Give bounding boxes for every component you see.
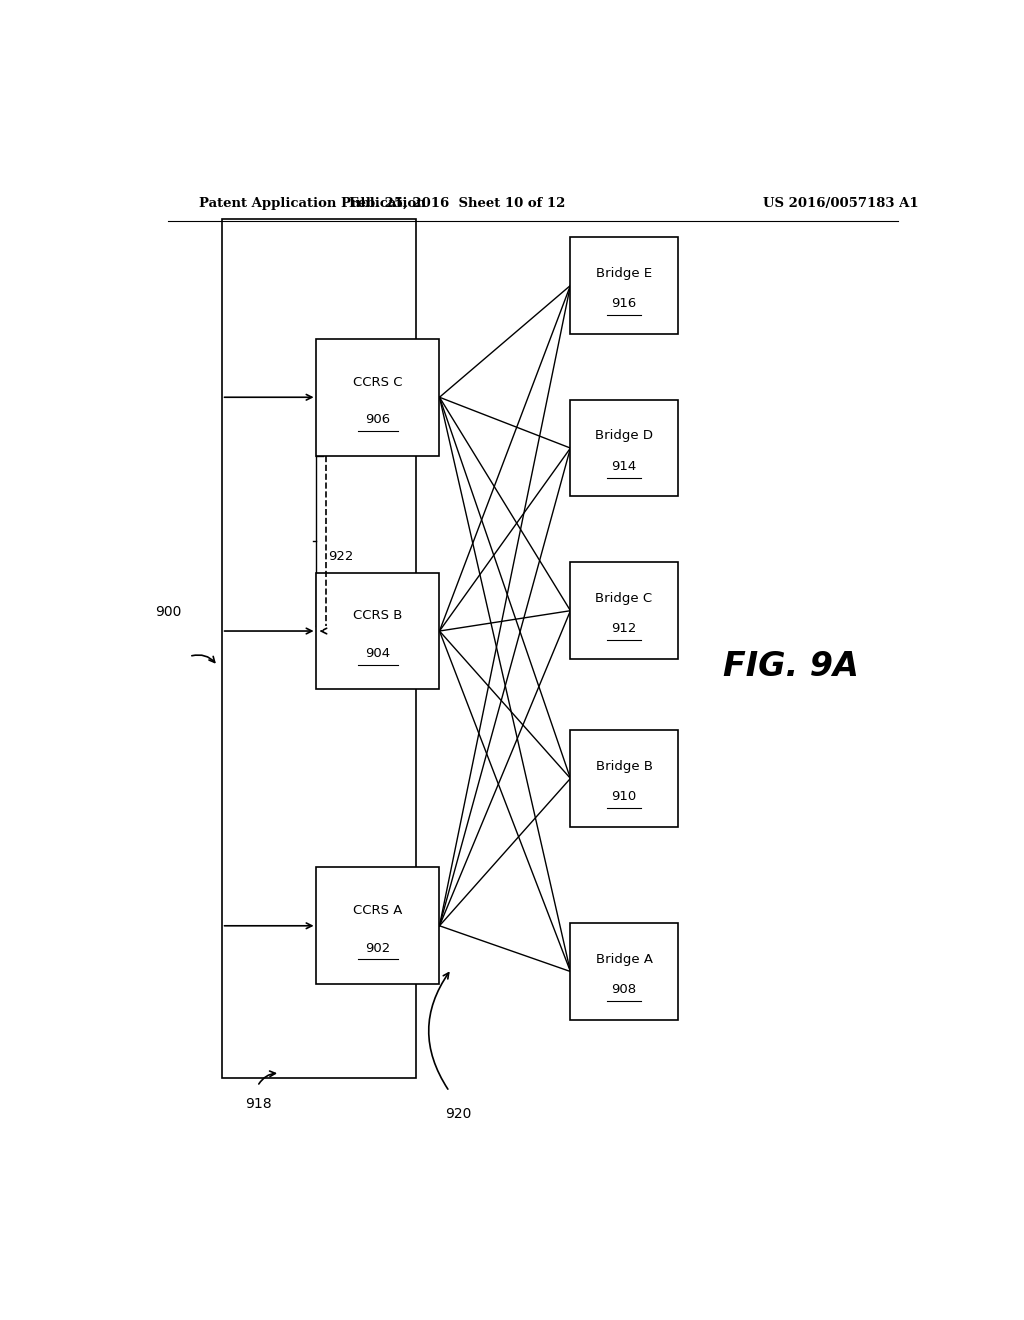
Text: US 2016/0057183 A1: US 2016/0057183 A1 — [763, 197, 919, 210]
Text: 922: 922 — [328, 550, 353, 564]
Text: 908: 908 — [611, 983, 637, 997]
Text: 912: 912 — [611, 623, 637, 635]
Bar — [570, 923, 678, 1020]
Text: CCRS C: CCRS C — [353, 375, 402, 388]
Text: Bridge C: Bridge C — [595, 591, 652, 605]
Text: Bridge E: Bridge E — [596, 267, 652, 280]
Text: 906: 906 — [366, 413, 390, 426]
Text: Bridge D: Bridge D — [595, 429, 653, 442]
Text: FIG. 9A: FIG. 9A — [723, 651, 858, 684]
Text: 904: 904 — [366, 647, 390, 660]
Text: 920: 920 — [445, 1106, 472, 1121]
Text: 900: 900 — [155, 605, 181, 619]
Bar — [570, 730, 678, 826]
Bar — [316, 867, 439, 985]
Bar — [316, 339, 439, 455]
Text: Feb. 25, 2016  Sheet 10 of 12: Feb. 25, 2016 Sheet 10 of 12 — [349, 197, 565, 210]
Text: Bridge A: Bridge A — [596, 953, 652, 966]
Text: 902: 902 — [366, 941, 390, 954]
Text: CCRS B: CCRS B — [353, 610, 402, 622]
Bar — [570, 238, 678, 334]
Text: CCRS A: CCRS A — [353, 904, 402, 917]
Text: Bridge B: Bridge B — [596, 760, 652, 772]
Text: Patent Application Publication: Patent Application Publication — [200, 197, 426, 210]
Bar — [316, 573, 439, 689]
Bar — [221, 219, 416, 1078]
Text: 916: 916 — [611, 297, 637, 310]
Text: 910: 910 — [611, 791, 637, 803]
Text: 918: 918 — [246, 1097, 272, 1110]
Bar — [570, 400, 678, 496]
Text: 914: 914 — [611, 459, 637, 473]
Bar — [570, 562, 678, 659]
